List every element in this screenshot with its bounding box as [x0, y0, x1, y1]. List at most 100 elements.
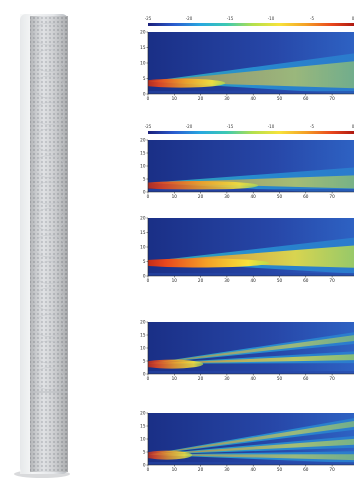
- driver-ring: [33, 22, 65, 46]
- x-tick-label: 50: [277, 467, 283, 472]
- driver-ring: [33, 234, 65, 258]
- x-tick-label: 20: [198, 96, 204, 101]
- column-speaker-image: [14, 14, 70, 478]
- x-tick-label: 20: [198, 467, 204, 472]
- x-tick-label: 0: [147, 194, 150, 199]
- x-tick-label: 50: [277, 278, 283, 283]
- colorbar-tick-label: 0: [352, 16, 354, 21]
- y-tick-label: 0: [143, 190, 146, 195]
- colorbar-tick-label: 0: [352, 124, 354, 129]
- speaker-drivers: [33, 22, 65, 390]
- x-tick-label: 10: [172, 467, 178, 472]
- driver-ring: [33, 287, 65, 311]
- x-tick-label: 50: [277, 376, 283, 381]
- beam-near-field: [148, 258, 270, 268]
- y-tick-label: 5: [143, 177, 146, 182]
- y-tick-label: 15: [140, 45, 146, 50]
- x-tick-label: 50: [277, 96, 283, 101]
- y-tick-label: 0: [143, 463, 146, 468]
- y-tick-label: 15: [140, 230, 146, 235]
- sound-field: [148, 140, 354, 192]
- y-tick-label: 0: [143, 372, 146, 377]
- colorbar-tick-label: -25: [145, 16, 152, 21]
- colorbar-tick-label: -25: [145, 124, 152, 129]
- x-tick-label: 40: [251, 96, 257, 101]
- x-tick-label: 70: [329, 467, 335, 472]
- x-tick-label: 30: [224, 278, 230, 283]
- y-tick-label: 0: [143, 92, 146, 97]
- y-tick-label: 0: [143, 274, 146, 279]
- x-tick-label: 30: [224, 376, 230, 381]
- panel-p3: 2015105001020304050607080: [140, 216, 354, 283]
- panel-p1: -25-20-15-10-502015105001020304050607080: [140, 16, 354, 101]
- sound-field: [148, 413, 354, 465]
- y-tick-label: 15: [140, 333, 146, 338]
- panel-p5: 2015105001020304050607080: [140, 411, 354, 472]
- colorbar-tick-label: -10: [268, 124, 275, 129]
- driver-ring: [33, 49, 65, 72]
- sound-field: [148, 218, 354, 276]
- x-tick-label: 20: [198, 376, 204, 381]
- x-tick-label: 0: [147, 96, 150, 101]
- driver-ring: [33, 155, 65, 178]
- y-tick-label: 5: [143, 76, 146, 81]
- colorbar: [148, 23, 354, 26]
- colorbar: [148, 131, 354, 134]
- x-tick-label: 70: [329, 194, 335, 199]
- y-tick-label: 15: [140, 424, 146, 429]
- y-tick-label: 20: [140, 216, 146, 221]
- y-tick-label: 15: [140, 151, 146, 156]
- driver-ring: [33, 181, 65, 205]
- y-tick-label: 20: [140, 138, 146, 143]
- x-tick-label: 0: [147, 467, 150, 472]
- x-tick-label: 60: [303, 376, 309, 381]
- y-tick-label: 5: [143, 359, 146, 364]
- beam-main: [148, 175, 354, 189]
- panel-p4: 2015105001020304050607080: [140, 320, 354, 381]
- y-tick-label: 10: [140, 437, 146, 442]
- y-tick-label: 20: [140, 411, 146, 416]
- y-tick-label: 20: [140, 30, 146, 35]
- beam-near-field: [148, 78, 226, 88]
- x-tick-label: 20: [198, 194, 204, 199]
- driver-ring: [33, 261, 65, 284]
- colorbar-tick-label: -5: [310, 124, 314, 129]
- driver-ring: [33, 102, 65, 125]
- beam-lobe: [148, 332, 354, 364]
- beam-lobe-core: [148, 421, 354, 455]
- beam-lobe-core: [148, 354, 354, 364]
- y-tick-label: 20: [140, 320, 146, 325]
- y-tick-label: 10: [140, 61, 146, 66]
- driver-ring: [33, 340, 65, 364]
- x-tick-label: 10: [172, 194, 178, 199]
- y-tick-label: 10: [140, 164, 146, 169]
- x-tick-label: 70: [329, 278, 335, 283]
- x-tick-label: 10: [172, 96, 178, 101]
- x-tick-label: 30: [224, 194, 230, 199]
- x-tick-label: 60: [303, 96, 309, 101]
- beam-lobe: [148, 435, 354, 455]
- beam-lobe-core: [148, 438, 354, 455]
- colorbar-tick-label: -15: [227, 124, 234, 129]
- beam-near-field: [148, 450, 193, 460]
- x-tick-label: 70: [329, 96, 335, 101]
- driver-ring: [33, 128, 65, 152]
- x-tick-label: 60: [303, 467, 309, 472]
- x-tick-label: 60: [303, 194, 309, 199]
- sound-field: [148, 322, 354, 374]
- panel-p2: -25-20-15-10-502015105001020304050607080: [140, 124, 354, 199]
- x-tick-label: 0: [147, 376, 150, 381]
- x-tick-label: 50: [277, 194, 283, 199]
- x-tick-label: 40: [251, 194, 257, 199]
- x-tick-label: 10: [172, 376, 178, 381]
- y-tick-label: 5: [143, 450, 146, 455]
- x-tick-label: 60: [303, 278, 309, 283]
- driver-ring: [33, 314, 65, 337]
- colorbar-tick-label: -20: [186, 16, 193, 21]
- sound-field: [148, 32, 354, 94]
- x-tick-label: 30: [224, 467, 230, 472]
- y-tick-label: 5: [143, 259, 146, 264]
- driver-ring: [33, 367, 65, 390]
- x-tick-label: 40: [251, 376, 257, 381]
